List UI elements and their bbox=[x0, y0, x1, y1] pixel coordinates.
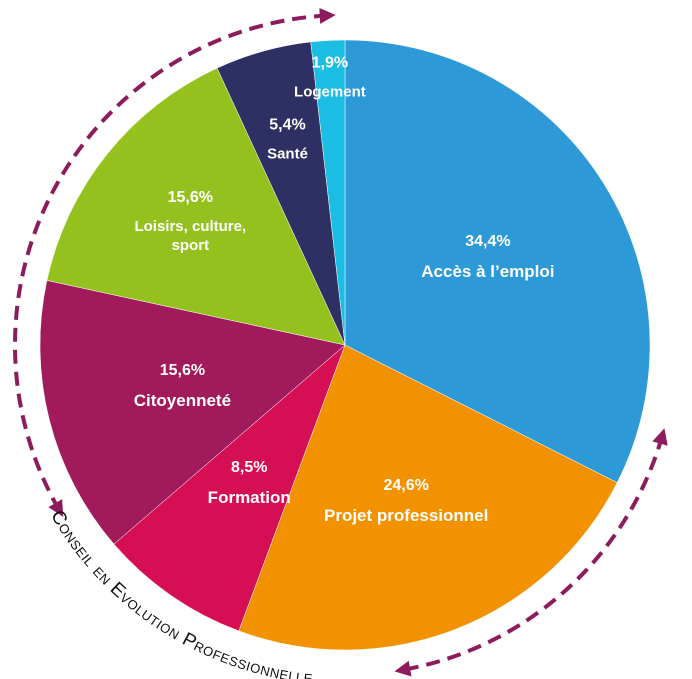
slice-value-label: 15,6% bbox=[167, 188, 213, 206]
slice-label: 1,9% Logement bbox=[294, 53, 366, 102]
slice-category-label: Projet professionnel bbox=[324, 506, 489, 526]
slice-category-label: Logement bbox=[294, 83, 366, 101]
slice-value-label: 8,5% bbox=[230, 458, 268, 476]
slice-label: 8,5% Formation bbox=[208, 457, 291, 509]
slice-category-label: Accès à l’emploi bbox=[421, 262, 555, 282]
slice-value-label: 1,9% bbox=[311, 54, 349, 72]
slice-value-label: 34,4% bbox=[465, 233, 511, 251]
slice-category-label: Citoyenneté bbox=[133, 391, 232, 411]
slice-category-label: Santé bbox=[267, 145, 308, 163]
cycle-arrow bbox=[13, 7, 336, 517]
slice-category-label: Formation bbox=[207, 487, 291, 507]
slice-label: 15,6% Citoyenneté bbox=[134, 360, 231, 412]
pie-slice bbox=[344, 39, 651, 483]
slices bbox=[39, 39, 651, 651]
slice-label: 15,6% Loisirs, culture, sport bbox=[125, 187, 255, 255]
cycle-arrow bbox=[394, 428, 668, 677]
slice-value-label: 15,6% bbox=[159, 362, 206, 380]
slice-label: 34,4% Accès à l’emploi bbox=[421, 231, 554, 283]
slice-value-label: 5,4% bbox=[269, 116, 306, 134]
slice-value-label: 24,6% bbox=[383, 477, 429, 495]
slice-category-label: Loisirs, culture, sport bbox=[134, 217, 247, 254]
slice-label: 24,6% Projet professionnel bbox=[324, 475, 488, 527]
slice-label: 5,4% Santé bbox=[267, 115, 308, 164]
